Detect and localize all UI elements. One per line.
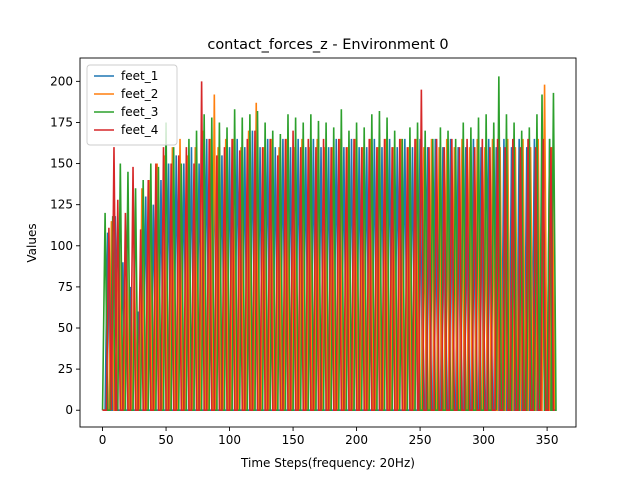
plot-frame	[79, 57, 577, 428]
x-axis-ticks: 0 50 100 150 200 250 300 350	[99, 427, 559, 447]
x-tick-label: 200	[345, 433, 368, 447]
y-tick-label: 175	[50, 115, 73, 129]
y-tick-label: 75	[58, 280, 73, 294]
plot-area	[79, 57, 577, 428]
y-tick-label: 0	[65, 403, 73, 417]
legend-label: feet_3	[121, 105, 158, 119]
legend-label: feet_4	[121, 123, 158, 137]
y-tick-label: 150	[50, 157, 73, 171]
y-tick-label: 200	[50, 74, 73, 88]
x-tick-label: 50	[158, 433, 173, 447]
x-tick-label: 150	[282, 433, 305, 447]
legend-box	[86, 64, 178, 146]
x-tick-label: 300	[472, 433, 495, 447]
y-tick-label: 25	[58, 362, 73, 376]
y-tick-label: 50	[58, 321, 73, 335]
y-tick-label: 100	[50, 239, 73, 253]
legend-label: feet_2	[121, 87, 158, 101]
legend: feet_1 feet_2 feet_3 feet_4	[86, 64, 178, 146]
x-tick-label: 250	[409, 433, 432, 447]
y-axis-label: Values	[25, 223, 39, 262]
chart-title: contact_forces_z - Environment 0	[207, 37, 448, 53]
x-tick-label: 0	[99, 433, 107, 447]
series-line-feet-4	[102, 81, 555, 412]
legend-label: feet_1	[121, 69, 158, 83]
x-axis-label: Time Steps(frequency: 20Hz)	[240, 456, 415, 470]
x-tick-label: 100	[218, 433, 241, 447]
x-tick-label: 350	[536, 433, 559, 447]
y-tick-label: 125	[50, 198, 73, 212]
y-axis-ticks: 0 25 50 75 100 125 150 175 200	[50, 74, 80, 417]
series-lines	[101, 76, 557, 412]
